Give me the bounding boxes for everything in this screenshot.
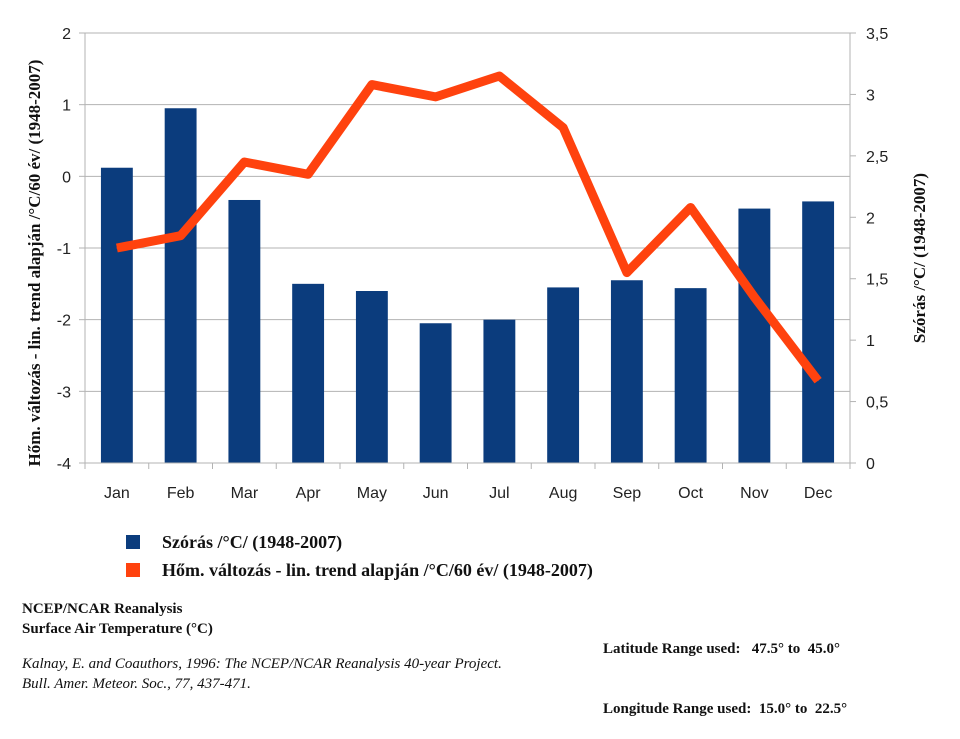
gridlines xyxy=(85,32,850,464)
source-line-2: Surface Air Temperature (°C) xyxy=(22,621,213,637)
left-tick-label: 2 xyxy=(62,26,71,43)
line-path xyxy=(116,71,822,384)
right-tick-label: 1 xyxy=(866,333,875,350)
x-tick-label: Jul xyxy=(489,485,509,502)
x-tick-label: Jan xyxy=(104,485,130,502)
left-tick-label: 0 xyxy=(62,169,71,186)
bar xyxy=(674,288,707,463)
right-tick-label: 3,5 xyxy=(866,26,888,43)
x-tick-label: Aug xyxy=(549,485,577,502)
line-point xyxy=(371,84,373,86)
legend-label-bar: Szórás /°C/ (1948-2007) xyxy=(162,531,343,552)
left-tick-label: -1 xyxy=(57,241,71,258)
bar xyxy=(100,167,133,463)
x-tick-label: Mar xyxy=(231,485,259,502)
line-point xyxy=(690,206,692,208)
line-point xyxy=(435,96,437,98)
line-point xyxy=(817,380,819,382)
source-info: NCEP/NCAR Reanalysis Surface Air Tempera… xyxy=(22,599,213,639)
right-tick-label: 0,5 xyxy=(866,395,888,412)
right-tick-label: 2,5 xyxy=(866,149,888,166)
line-point xyxy=(626,272,628,274)
source-line-1: NCEP/NCAR Reanalysis xyxy=(22,601,183,617)
x-tick-label: May xyxy=(357,485,387,502)
line-point xyxy=(116,247,118,249)
axes: 2 1 0 -1 -2 -3 -4 3,5 3 2,5 2 1,5 1 0,5 0 Jan Feb Mar Apr M… xyxy=(57,26,889,502)
bar xyxy=(292,283,325,463)
bar xyxy=(355,291,388,463)
x-tick-label: Jun xyxy=(423,485,449,502)
left-tick-label: 1 xyxy=(62,98,71,115)
left-axis-title: Hőm. változás - lin. trend alapján /°C/6… xyxy=(25,60,44,467)
right-tick-label: 0 xyxy=(866,456,875,473)
line-point xyxy=(753,296,755,298)
legend: Szórás /°C/ (1948-2007) Hőm. változás - … xyxy=(126,528,593,584)
bar xyxy=(802,201,835,463)
bar xyxy=(610,280,643,463)
bar xyxy=(419,323,452,463)
citation-line-2: Bull. Amer. Meteor. Soc., 77, 437-471. xyxy=(22,676,251,692)
x-tick-label: Sep xyxy=(613,485,642,502)
legend-swatch-line xyxy=(126,563,140,577)
bar xyxy=(164,108,197,463)
right-tick-label: 1,5 xyxy=(866,272,888,289)
bar xyxy=(738,208,771,463)
legend-item-line: Hőm. változás - lin. trend alapján /°C/6… xyxy=(126,556,593,584)
left-tick-label: -4 xyxy=(57,456,71,473)
legend-swatch-bar xyxy=(126,535,140,549)
bar xyxy=(483,319,516,463)
left-tick-label: -2 xyxy=(57,313,71,330)
latitude-range: Latitude Range used: 47.5° to 45.0° xyxy=(603,641,841,657)
line-point xyxy=(307,173,309,175)
line-point xyxy=(562,127,564,129)
right-axis-title: Szórás /°C/ (1948-2007) xyxy=(910,173,929,343)
range-info: Latitude Range used: 47.5° to 45.0° Long… xyxy=(603,599,847,739)
chart: 2 1 0 -1 -2 -3 -4 3,5 3 2,5 2 1,5 1 0,5 0 Jan Feb Mar Apr M… xyxy=(25,26,929,502)
legend-label-line: Hőm. változás - lin. trend alapján /°C/6… xyxy=(162,559,593,580)
bar xyxy=(228,199,261,463)
line-series xyxy=(116,71,822,384)
bar-series xyxy=(100,108,835,463)
x-tick-label: Apr xyxy=(296,485,322,502)
x-tick-label: Nov xyxy=(740,485,768,502)
citation-line-1: Kalnay, E. and Coauthors, 1996: The NCEP… xyxy=(22,656,502,672)
x-tick-label: Dec xyxy=(804,485,832,502)
line-point xyxy=(180,235,182,237)
line-point xyxy=(498,75,500,77)
left-tick-label: -3 xyxy=(57,384,71,401)
bar xyxy=(547,287,580,463)
legend-item-bar: Szórás /°C/ (1948-2007) xyxy=(126,528,593,556)
longitude-range: Longitude Range used: 15.0° to 22.5° xyxy=(603,701,848,717)
right-tick-label: 3 xyxy=(866,87,875,104)
citation: Kalnay, E. and Coauthors, 1996: The NCEP… xyxy=(22,654,502,694)
right-tick-label: 2 xyxy=(866,210,875,227)
line-point xyxy=(243,161,245,163)
x-tick-label: Feb xyxy=(167,485,195,502)
x-tick-label: Oct xyxy=(678,485,703,502)
